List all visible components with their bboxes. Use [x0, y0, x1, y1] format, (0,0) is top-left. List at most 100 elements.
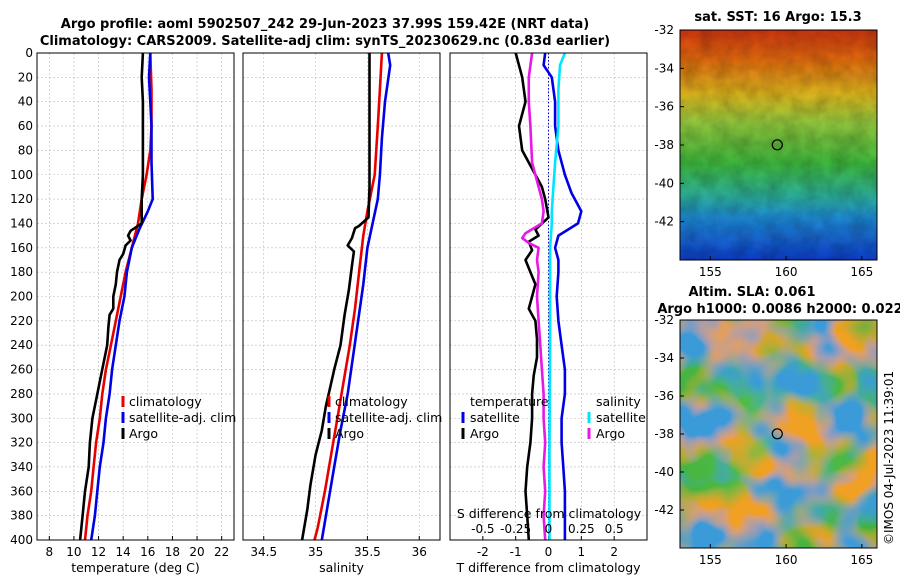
map-x-tick-label: 160 — [775, 265, 798, 279]
map-y-tick-label: -32 — [654, 23, 674, 37]
x-tick-label: 18 — [165, 545, 180, 559]
top-x-tick-label: 0 — [545, 522, 553, 536]
y-tick-label: 400 — [10, 533, 33, 547]
map-x-tick-label: 155 — [699, 265, 722, 279]
top-x-axis-label: S difference from climatology — [457, 506, 642, 521]
map-y-tick-label: -38 — [654, 427, 674, 441]
legend-label: climatology — [335, 394, 408, 409]
y-tick-label: 180 — [10, 265, 33, 279]
map-y-tick-label: -36 — [654, 389, 674, 403]
x-tick-label: 10 — [66, 545, 81, 559]
y-tick-label: 360 — [10, 484, 33, 498]
legend-label: satellite-adj. clim — [129, 410, 236, 425]
series-line-argo — [300, 53, 371, 541]
sla-heatmap — [680, 320, 877, 548]
series-line-satellite-adj-clim — [89, 52, 154, 541]
top-x-tick-label: -0.25 — [500, 522, 531, 536]
map-y-tick-label: -40 — [654, 176, 674, 190]
map-x-tick-label: 160 — [775, 553, 798, 567]
map-x-tick-label: 165 — [850, 265, 873, 279]
map-y-tick-label: -38 — [654, 138, 674, 152]
x-tick-label: -2 — [477, 545, 489, 559]
temperature-profile-panel: 8 10 12 14 16 18 20 22 temperature (deg C) 0 20 40 6… — [10, 46, 236, 575]
legend-label: climatology — [129, 394, 202, 409]
legend-label: satellite — [596, 410, 646, 425]
x-tick-label: 36 — [412, 545, 427, 559]
series-line-temperature-argo — [514, 52, 550, 541]
x-tick-label: 20 — [189, 545, 204, 559]
legend-title-salinity: salinity — [596, 394, 641, 409]
y-tick-label: 220 — [10, 314, 33, 328]
y-tick-label: 380 — [10, 509, 33, 523]
title-line-1: Argo profile: aoml 5902507_242 29-Jun-20… — [61, 17, 589, 32]
x-axis-label: temperature (deg C) — [71, 560, 200, 575]
map-y-tick-label: -34 — [654, 61, 674, 75]
x-tick-label: 16 — [140, 545, 155, 559]
legend-label: Argo — [596, 426, 625, 441]
y-tick-label: 320 — [10, 436, 33, 450]
sst-map-panel: sat. SST: 16 Argo: 15.3 155 160 165 -32 -34 -… — [654, 10, 878, 279]
series-line-climatology — [83, 52, 153, 541]
top-x-tick-label: 0.5 — [605, 522, 624, 536]
salinity-profile-panel: 34.5 35 35.5 36 salinity climatologysatellite… — [242, 52, 442, 575]
y-tick-label: 260 — [10, 363, 33, 377]
x-tick-label: -1 — [510, 545, 522, 559]
sst-heatmap — [680, 30, 877, 260]
y-tick-label: 60 — [18, 119, 33, 133]
series-line-temperature-satellite — [542, 52, 583, 540]
y-tick-label: 40 — [18, 95, 33, 109]
title-line-2: Climatology: CARS2009. Satellite-adj cli… — [40, 34, 610, 49]
map-y-tick-label: -32 — [654, 313, 674, 327]
sla-argo-marker — [771, 428, 783, 440]
sla-map-panel: Altim. SLA: 0.061 Argo h1000: 0.0086 h20… — [654, 285, 900, 567]
sla-map-title-1: Altim. SLA: 0.061 — [689, 285, 816, 300]
x-tick-label: 34.5 — [250, 545, 277, 559]
y-tick-label: 80 — [18, 143, 33, 157]
map-x-tick-label: 155 — [699, 553, 722, 567]
map-y-tick-label: -40 — [654, 465, 674, 479]
series-line-salinity-satellite — [548, 52, 567, 540]
map-y-tick-label: -42 — [654, 503, 674, 517]
x-tick-label: 35 — [308, 545, 323, 559]
x-axis-label: T difference from climatology — [455, 560, 641, 575]
y-tick-label: 120 — [10, 192, 33, 206]
y-tick-label: 200 — [10, 290, 33, 304]
map-y-tick-label: -42 — [654, 215, 674, 229]
legend-label: Argo — [470, 426, 499, 441]
y-tick-label: 160 — [10, 241, 33, 255]
plot-frame — [36, 52, 235, 541]
y-tick-label: 300 — [10, 411, 33, 425]
legend-label: Argo — [335, 426, 364, 441]
plot-frame — [242, 52, 441, 541]
sst-argo-marker — [771, 139, 783, 151]
y-tick-label: 0 — [25, 46, 33, 60]
series-line-satellite-adj-clim — [320, 52, 392, 541]
map-y-tick-label: -36 — [654, 100, 674, 114]
credit-text: ©IMOS 04-Jul-2023 11:39:01 — [882, 371, 896, 545]
x-tick-label: 14 — [116, 545, 131, 559]
x-tick-label: 2 — [610, 545, 618, 559]
legend-label: satellite-adj. clim — [335, 410, 442, 425]
x-tick-label: 1 — [578, 545, 586, 559]
top-x-tick-label: -0.5 — [471, 522, 494, 536]
x-axis-label: salinity — [319, 560, 364, 575]
y-tick-label: 100 — [10, 168, 33, 182]
series-line-climatology — [313, 52, 384, 541]
x-tick-label: 8 — [45, 545, 53, 559]
legend-label: Argo — [129, 426, 158, 441]
plot-frame — [449, 52, 648, 541]
y-tick-label: 340 — [10, 460, 33, 474]
x-tick-label: 35.5 — [354, 545, 381, 559]
legend-title-temperature: temperature — [470, 394, 549, 409]
y-tick-label: 240 — [10, 338, 33, 352]
x-tick-label: 0 — [545, 545, 553, 559]
top-x-tick-label: 0.25 — [568, 522, 595, 536]
map-y-tick-label: -34 — [654, 351, 674, 365]
y-tick-label: 140 — [10, 216, 33, 230]
x-tick-label: 12 — [91, 545, 106, 559]
y-tick-label: 20 — [18, 70, 33, 84]
series-line-argo — [78, 52, 145, 541]
y-tick-label: 280 — [10, 387, 33, 401]
legend-label: satellite — [470, 410, 520, 425]
